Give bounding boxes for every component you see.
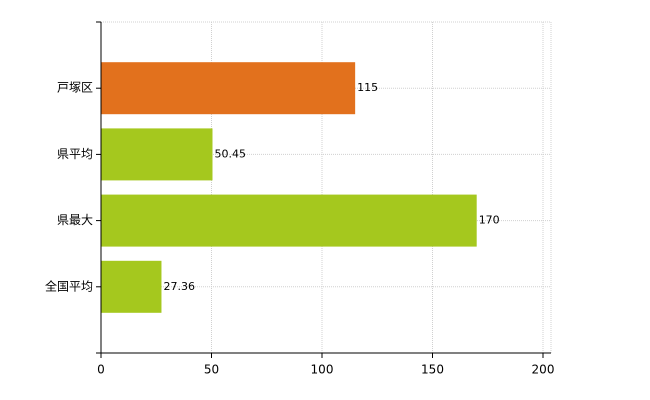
x-tick-label: 150 (421, 363, 444, 377)
x-tick-label: 200 (532, 363, 555, 377)
x-tick-label: 100 (311, 363, 334, 377)
y-tick-label: 県最大 (57, 213, 93, 227)
bar (101, 62, 356, 115)
bar (101, 128, 213, 181)
value-label: 170 (479, 214, 500, 227)
bar (101, 194, 477, 247)
x-tick-label: 50 (204, 363, 219, 377)
y-tick-label: 戸塚区 (57, 81, 93, 95)
value-label: 50.45 (214, 147, 246, 160)
x-tick-label: 0 (97, 363, 105, 377)
y-tick-label: 県平均 (57, 147, 93, 161)
y-tick-label: 全国平均 (45, 278, 93, 293)
value-label: 115 (357, 81, 378, 94)
bar (101, 260, 162, 313)
value-label: 27.36 (163, 280, 195, 293)
